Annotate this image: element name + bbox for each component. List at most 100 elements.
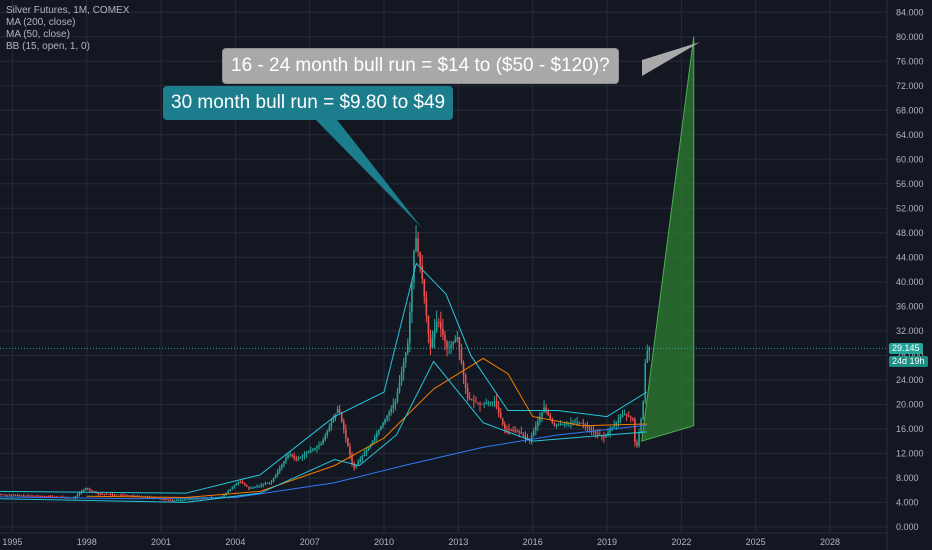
candle-body (514, 430, 516, 432)
candle-body (287, 454, 289, 459)
candle-body (330, 422, 333, 427)
countdown-badge: 24d 19h (889, 356, 928, 367)
candle-body (481, 403, 483, 405)
historic-callout[interactable]: 30 month bull run = $9.80 to $49 (163, 86, 454, 120)
candle-body (45, 496, 48, 497)
candle-body (559, 424, 562, 426)
candle-body (231, 487, 234, 490)
candle-body (0, 494, 2, 496)
projection-callout-pointer (642, 42, 700, 76)
candle-body (254, 486, 256, 488)
candle-body (16, 495, 19, 497)
candle-body (6, 494, 9, 496)
candle-body (181, 499, 184, 501)
candle-body (532, 430, 535, 436)
candle-body (588, 427, 591, 429)
projection-triangle (641, 36, 695, 442)
candle-body (539, 416, 541, 422)
candle-body (93, 491, 95, 492)
candle-body (634, 419, 636, 443)
candle-body (200, 498, 203, 500)
candle-body (192, 498, 194, 500)
candle-body (338, 409, 341, 413)
candle-body (617, 419, 620, 423)
candle-body (553, 422, 556, 426)
bb-lower-line (0, 360, 647, 503)
candle-body (345, 429, 347, 439)
candle-body (119, 494, 122, 496)
candle-body (603, 437, 605, 438)
candle-body (504, 424, 506, 429)
candle-body (270, 481, 273, 483)
candle-body (353, 463, 355, 468)
candle-body (39, 495, 42, 497)
candle-body (642, 401, 644, 420)
candle-body (433, 330, 436, 339)
x-tick-label: 2019 (597, 537, 617, 547)
projection-callout[interactable]: 16 - 24 month bull run = $14 to ($50 - $… (222, 48, 619, 84)
candle-body (392, 404, 395, 409)
candle-body (499, 412, 502, 419)
candle-body (101, 493, 104, 495)
ma50-line (86, 357, 647, 498)
candle-body (347, 438, 349, 447)
y-tick-label: 64.000 (896, 130, 924, 140)
candle-body (111, 494, 114, 496)
candle-body (128, 495, 130, 497)
candle-body (340, 412, 343, 422)
ma50-legend[interactable]: MA (50, close) (6, 29, 70, 40)
candle-body (510, 429, 512, 431)
candle-body (429, 334, 432, 348)
candle-body (320, 444, 322, 446)
candle-body (289, 454, 291, 456)
candle-body (245, 485, 248, 487)
candle-body (493, 401, 496, 403)
candle-body (49, 496, 52, 498)
bb-legend[interactable]: BB (15, open, 1, 0) (6, 41, 90, 52)
candle-body (636, 442, 638, 446)
candle-body (580, 422, 583, 424)
candle-body (355, 464, 357, 468)
candle-body (132, 495, 134, 497)
candle-body (526, 437, 529, 440)
candle-body (305, 453, 308, 455)
ma200-legend[interactable]: MA (200, close) (6, 17, 76, 28)
y-tick-label: 56.000 (896, 179, 924, 189)
candle-body (194, 498, 196, 500)
candle-body (295, 457, 298, 460)
chart-legend: Silver Futures, 1M, COMEX MA (200, close… (6, 5, 129, 53)
candle-body (578, 422, 580, 424)
candle-body (227, 491, 229, 494)
candle-body (442, 328, 444, 336)
candle-body (378, 429, 380, 434)
candle-body (117, 494, 120, 496)
candle-body (621, 414, 624, 418)
candle-body (530, 435, 533, 441)
candle-body (359, 458, 362, 462)
candle-body (10, 494, 13, 496)
candle-body (33, 495, 35, 497)
candle-body (163, 498, 165, 500)
candle-body (78, 493, 81, 495)
candle-body (386, 415, 388, 420)
candle-body (12, 495, 15, 496)
series (0, 36, 887, 503)
candle-body (283, 461, 285, 465)
candle-body (555, 425, 558, 427)
candle-body (625, 414, 628, 416)
symbol-title[interactable]: Silver Futures, 1M, COMEX (6, 5, 130, 16)
candle-body (276, 471, 279, 475)
candle-body (361, 455, 364, 459)
candle-body (153, 497, 155, 499)
candle-body (307, 451, 310, 454)
candle-body (202, 498, 205, 500)
candle-body (627, 415, 630, 417)
y-tick-label: 60.000 (896, 154, 924, 164)
candle-body (316, 446, 318, 448)
candle-body (576, 422, 578, 424)
y-tick-label: 28.000 (896, 350, 924, 360)
candle-body (444, 335, 446, 342)
candle-body (495, 401, 498, 408)
candle-body (501, 418, 504, 425)
